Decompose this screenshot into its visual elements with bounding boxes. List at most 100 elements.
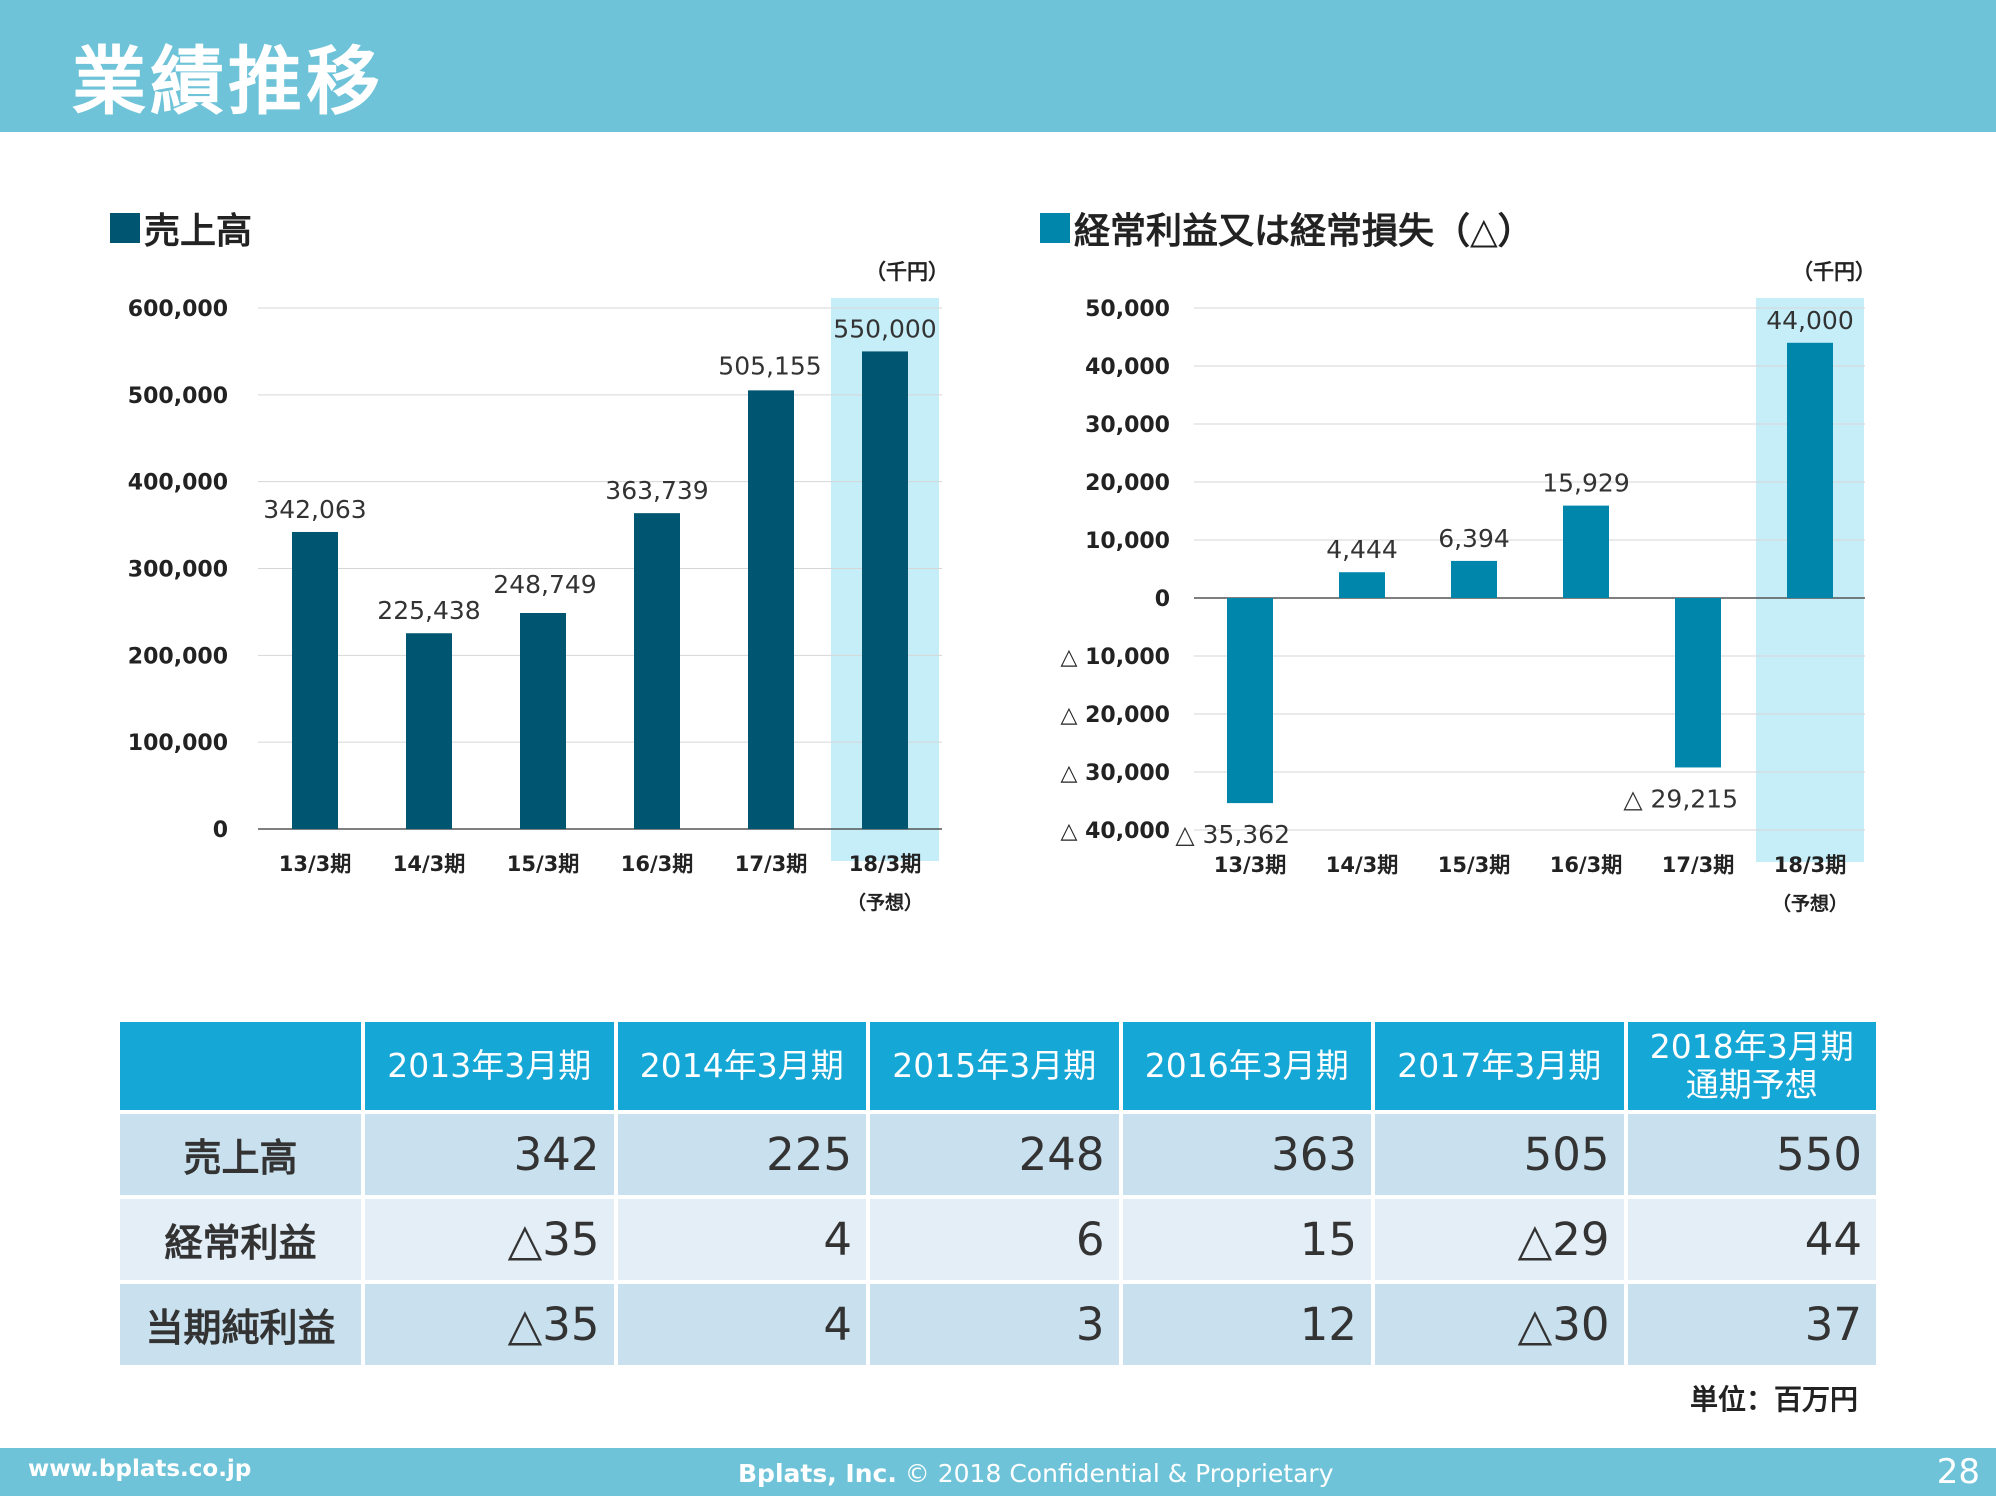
table-cell: 342 [365, 1114, 614, 1195]
bar [1339, 572, 1385, 598]
table-header-cell: 2016年3月期 [1122, 1022, 1371, 1110]
data-label: 44,000 [1766, 306, 1853, 335]
forecast-note: （予想） [1772, 892, 1848, 915]
y-tick-label: △ 20,000 [1061, 703, 1170, 728]
table-row: 経常利益 △35 4 6 15 △29 44 [120, 1199, 1876, 1280]
sales-legend-swatch-icon [110, 213, 140, 243]
data-label: △ 35,362 [1175, 820, 1290, 849]
footer-copyright-text: © 2018 Confidential & Proprietary [904, 1459, 1334, 1488]
table-cell: △30 [1375, 1284, 1624, 1365]
table-cell: 505 [1375, 1114, 1624, 1195]
data-label: 4,444 [1326, 535, 1398, 564]
table-header-corner [120, 1022, 361, 1110]
table-header-cell: 2014年3月期 [617, 1022, 866, 1110]
table-cell: △35 [365, 1284, 614, 1365]
sales-chart-title-text: 売上高 [144, 211, 253, 252]
y-tick-label: △ 40,000 [1061, 819, 1170, 844]
data-label: 6,394 [1438, 524, 1510, 553]
x-tick-label: 16/3期 [621, 852, 694, 876]
x-tick-label: 15/3期 [507, 852, 580, 876]
bar [1451, 560, 1497, 598]
table-row-label: 売上高 [120, 1114, 361, 1195]
y-tick-label: 500,000 [128, 384, 228, 409]
table-header-cell: 2015年3月期 [870, 1022, 1119, 1110]
x-tick-label: 16/3期 [1550, 853, 1623, 877]
page-title: 業績推移 [72, 39, 384, 125]
table-row-label: 当期純利益 [120, 1284, 361, 1365]
table-row-label: 経常利益 [120, 1199, 361, 1280]
ordinary-profit-chart: 経常利益又は経常損失（△） （千円） △ 40,000 △ 30,000 △ 20,… [1040, 190, 1940, 950]
table-cell: 12 [1122, 1284, 1371, 1365]
x-tick-label: 18/3期 [1774, 853, 1847, 877]
table-header-cell: 2017年3月期 [1375, 1022, 1624, 1110]
x-tick-label: 13/3期 [1214, 853, 1287, 877]
table-row: 当期純利益 △35 4 3 12 △30 37 [120, 1284, 1876, 1365]
table-unit-note: 単位：百万円 [1690, 1383, 1859, 1416]
y-tick-label: 200,000 [128, 644, 228, 669]
y-tick-label: 600,000 [128, 297, 228, 322]
sales-chart-plot: 0 100,000 200,000 300,000 400,000 500,000 600,… [128, 297, 942, 914]
table-row: 売上高 342 225 248 363 505 550 [120, 1114, 1876, 1195]
data-label: 550,000 [833, 314, 936, 343]
y-tick-label: 0 [1155, 587, 1170, 612]
sales-chart: 売上高 （千円） 0 100,000 200,000 300,000 400,000 50… [110, 190, 990, 950]
table-cell: 37 [1627, 1284, 1876, 1365]
table-cell: 4 [617, 1199, 866, 1280]
bar [292, 531, 338, 829]
forecast-note: （予想） [847, 891, 923, 914]
data-label: 15,929 [1542, 469, 1629, 498]
profit-chart-plot: △ 40,000 △ 30,000 △ 20,000 △ 10,000 0 10,000 2… [1061, 297, 1865, 915]
summary-table: 2013年3月期 2014年3月期 2015年3月期 2016年3月期 2017… [116, 1018, 1880, 1369]
x-tick-label: 14/3期 [393, 852, 466, 876]
y-tick-label: △ 10,000 [1061, 645, 1170, 670]
data-label: 248,749 [493, 570, 596, 599]
table-cell: 3 [870, 1284, 1119, 1365]
data-label: 505,155 [718, 351, 821, 380]
bar [1563, 505, 1609, 598]
bar [634, 513, 680, 829]
profit-chart-unit: （千円） [1792, 260, 1876, 284]
table-cell: △29 [1375, 1199, 1624, 1280]
sales-chart-title: 売上高 [110, 202, 252, 254]
y-tick-label: 10,000 [1085, 529, 1170, 554]
table-cell: 363 [1122, 1114, 1371, 1195]
x-tick-label: 18/3期 [849, 852, 922, 876]
footer-company: Bplats, Inc. [738, 1459, 897, 1488]
y-tick-label: 30,000 [1085, 413, 1170, 438]
x-tick-label: 15/3期 [1438, 853, 1511, 877]
x-tick-label: 17/3期 [735, 852, 808, 876]
table-cell: △35 [365, 1199, 614, 1280]
y-tick-label: 300,000 [128, 558, 228, 583]
data-label: 342,063 [263, 495, 366, 524]
profit-legend-swatch-icon [1040, 213, 1070, 243]
table-header-row: 2013年3月期 2014年3月期 2015年3月期 2016年3月期 2017… [120, 1022, 1876, 1110]
y-tick-label: 400,000 [128, 471, 228, 496]
footer-copyright: Bplats, Inc. © 2018 Confidential & Propr… [738, 1459, 1333, 1488]
y-tick-label: 40,000 [1085, 355, 1170, 380]
footer-bar: www.bplats.co.jp Bplats, Inc. © 2018 Con… [0, 1448, 1996, 1496]
bar [1227, 598, 1273, 804]
x-tick-label: 14/3期 [1326, 853, 1399, 877]
data-label: 363,739 [605, 476, 708, 505]
table-cell: 550 [1627, 1114, 1876, 1195]
y-tick-label: 0 [213, 818, 228, 843]
table-cell: 6 [870, 1199, 1119, 1280]
y-tick-label: 20,000 [1085, 471, 1170, 496]
data-label: 225,438 [377, 596, 480, 625]
bar [520, 613, 566, 829]
x-tick-label: 17/3期 [1662, 853, 1735, 877]
footer-url-link[interactable]: www.bplats.co.jp [28, 1456, 252, 1482]
table-header-cell: 2013年3月期 [365, 1022, 614, 1110]
table-header-cell: 2018年3月期 通期予想 [1627, 1022, 1876, 1110]
table-cell: 44 [1627, 1199, 1876, 1280]
bar [406, 633, 452, 829]
y-tick-label: 50,000 [1085, 297, 1170, 322]
x-tick-label: 13/3期 [279, 852, 352, 876]
header-bar: 業績推移 [0, 0, 1996, 132]
table-cell: 225 [617, 1114, 866, 1195]
data-label: △ 29,215 [1623, 784, 1738, 813]
sales-chart-unit: （千円） [865, 260, 949, 284]
y-tick-label: 100,000 [128, 731, 228, 756]
profit-chart-title: 経常利益又は経常損失（△） [1040, 202, 1534, 254]
table-cell: 4 [617, 1284, 866, 1365]
